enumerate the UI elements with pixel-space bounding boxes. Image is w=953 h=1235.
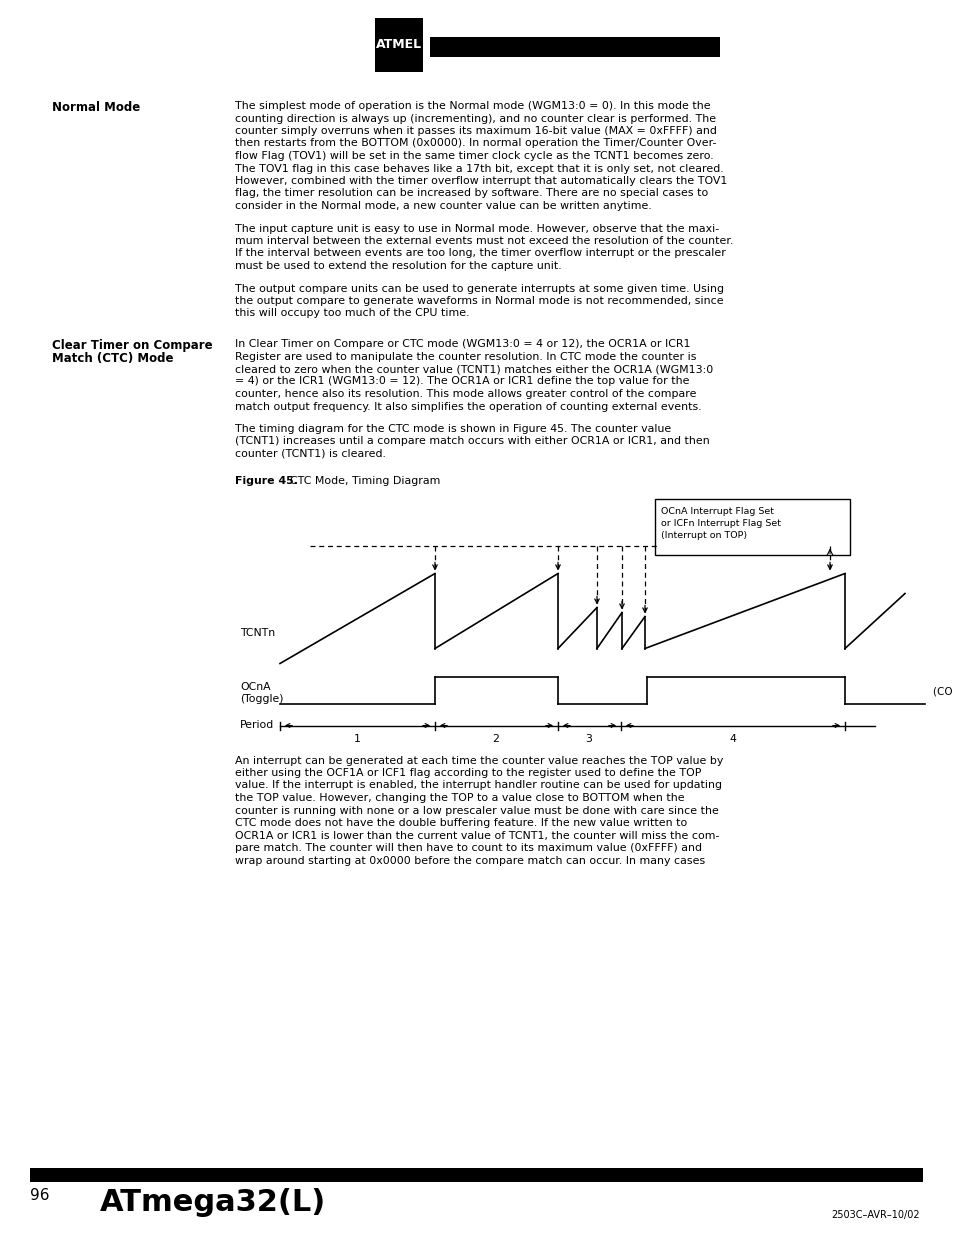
Text: 1: 1 [354,734,360,743]
Text: If the interval between events are too long, the timer overflow interrupt or the: If the interval between events are too l… [234,248,725,258]
Text: the output compare to generate waveforms in Normal mode is not recommended, sinc: the output compare to generate waveforms… [234,296,723,306]
Text: 2503C–AVR–10/02: 2503C–AVR–10/02 [830,1210,919,1220]
Text: cleared to zero when the counter value (TCNT1) matches either the OCR1A (WGM13:0: cleared to zero when the counter value (… [234,364,713,374]
Text: 2: 2 [492,734,499,743]
Text: OCnA Interrupt Flag Set: OCnA Interrupt Flag Set [660,506,773,515]
Bar [430,37,720,57]
Text: The simplest mode of operation is the Normal mode (WGM13:0 = 0). In this mode th: The simplest mode of operation is the No… [234,101,710,111]
Text: mum interval between the external events must not exceed the resolution of the c: mum interval between the external events… [234,236,733,246]
Text: OCR1A or ICR1 is lower than the current value of TCNT1, the counter will miss th: OCR1A or ICR1 is lower than the current … [234,830,719,841]
Text: Normal Mode: Normal Mode [52,101,140,114]
Bar [30,1168,923,1182]
Text: 4: 4 [729,734,736,743]
Text: The output compare units can be used to generate interrupts at some given time. : The output compare units can be used to … [234,284,723,294]
Text: (Toggle): (Toggle) [240,694,283,704]
Text: ATMEL: ATMEL [375,38,421,52]
Text: counter, hence also its resolution. This mode allows greater control of the comp: counter, hence also its resolution. This… [234,389,696,399]
Text: 96: 96 [30,1188,50,1203]
Text: The input capture unit is easy to use in Normal mode. However, observe that the : The input capture unit is easy to use in… [234,224,719,233]
Text: either using the OCF1A or ICF1 flag according to the register used to define the: either using the OCF1A or ICF1 flag acco… [234,768,700,778]
Text: ATmega32(L): ATmega32(L) [100,1188,326,1216]
Text: CTC Mode, Timing Diagram: CTC Mode, Timing Diagram [283,475,440,485]
Text: counter simply overruns when it passes its maximum 16-bit value (MAX = 0xFFFF) a: counter simply overruns when it passes i… [234,126,716,136]
Text: consider in the Normal mode, a new counter value can be written anytime.: consider in the Normal mode, a new count… [234,201,651,211]
Text: CTC mode does not have the double buffering feature. If the new value written to: CTC mode does not have the double buffer… [234,818,686,827]
Text: this will occupy too much of the CPU time.: this will occupy too much of the CPU tim… [234,309,469,319]
Text: match output frequency. It also simplifies the operation of counting external ev: match output frequency. It also simplifi… [234,401,700,411]
Text: = 4) or the ICR1 (WGM13:0 = 12). The OCR1A or ICR1 define the top value for the: = 4) or the ICR1 (WGM13:0 = 12). The OCR… [234,377,689,387]
Text: The TOV1 flag in this case behaves like a 17th bit, except that it is only set, : The TOV1 flag in this case behaves like … [234,163,723,173]
Text: (COMnA1:0 = 1): (COMnA1:0 = 1) [932,687,953,697]
Text: counting direction is always up (incrementing), and no counter clear is performe: counting direction is always up (increme… [234,114,716,124]
Text: wrap around starting at 0x0000 before the compare match can occur. In many cases: wrap around starting at 0x0000 before th… [234,856,704,866]
Text: the TOP value. However, changing the TOP to a value close to BOTTOM when the: the TOP value. However, changing the TOP… [234,793,684,803]
Bar [375,19,422,72]
Text: However, combined with the timer overflow interrupt that automatically clears th: However, combined with the timer overflo… [234,177,726,186]
Text: flow Flag (TOV1) will be set in the same timer clock cycle as the TCNT1 becomes : flow Flag (TOV1) will be set in the same… [234,151,713,161]
Text: Clear Timer on Compare: Clear Timer on Compare [52,338,213,352]
Text: or ICFn Interrupt Flag Set: or ICFn Interrupt Flag Set [660,519,781,527]
Text: (Interrupt on TOP): (Interrupt on TOP) [660,531,746,540]
Text: pare match. The counter will then have to count to its maximum value (0xFFFF) an: pare match. The counter will then have t… [234,844,701,853]
Text: TCNTn: TCNTn [240,629,274,638]
Text: counter (TCNT1) is cleared.: counter (TCNT1) is cleared. [234,450,385,459]
Bar [655,499,849,555]
Text: Period: Period [240,720,274,730]
Text: 3: 3 [585,734,592,743]
Text: Figure 45.: Figure 45. [234,475,297,485]
Text: (TCNT1) increases until a compare match occurs with either OCR1A or ICR1, and th: (TCNT1) increases until a compare match … [234,436,709,447]
Text: counter is running with none or a low prescaler value must be done with care sin: counter is running with none or a low pr… [234,805,719,815]
Text: The timing diagram for the CTC mode is shown in Figure 45. The counter value: The timing diagram for the CTC mode is s… [234,424,671,433]
Text: flag, the timer resolution can be increased by software. There are no special ca: flag, the timer resolution can be increa… [234,189,707,199]
Text: OCnA: OCnA [240,682,271,692]
Text: Match (CTC) Mode: Match (CTC) Mode [52,352,173,366]
Text: Register are used to manipulate the counter resolution. In CTC mode the counter : Register are used to manipulate the coun… [234,352,696,362]
Text: In Clear Timer on Compare or CTC mode (WGM13:0 = 4 or 12), the OCR1A or ICR1: In Clear Timer on Compare or CTC mode (W… [234,338,690,350]
Text: then restarts from the BOTTOM (0x0000). In normal operation the Timer/Counter Ov: then restarts from the BOTTOM (0x0000). … [234,138,716,148]
Text: An interrupt can be generated at each time the counter value reaches the TOP val: An interrupt can be generated at each ti… [234,756,722,766]
Text: must be used to extend the resolution for the capture unit.: must be used to extend the resolution fo… [234,261,561,270]
Text: value. If the interrupt is enabled, the interrupt handler routine can be used fo: value. If the interrupt is enabled, the … [234,781,721,790]
